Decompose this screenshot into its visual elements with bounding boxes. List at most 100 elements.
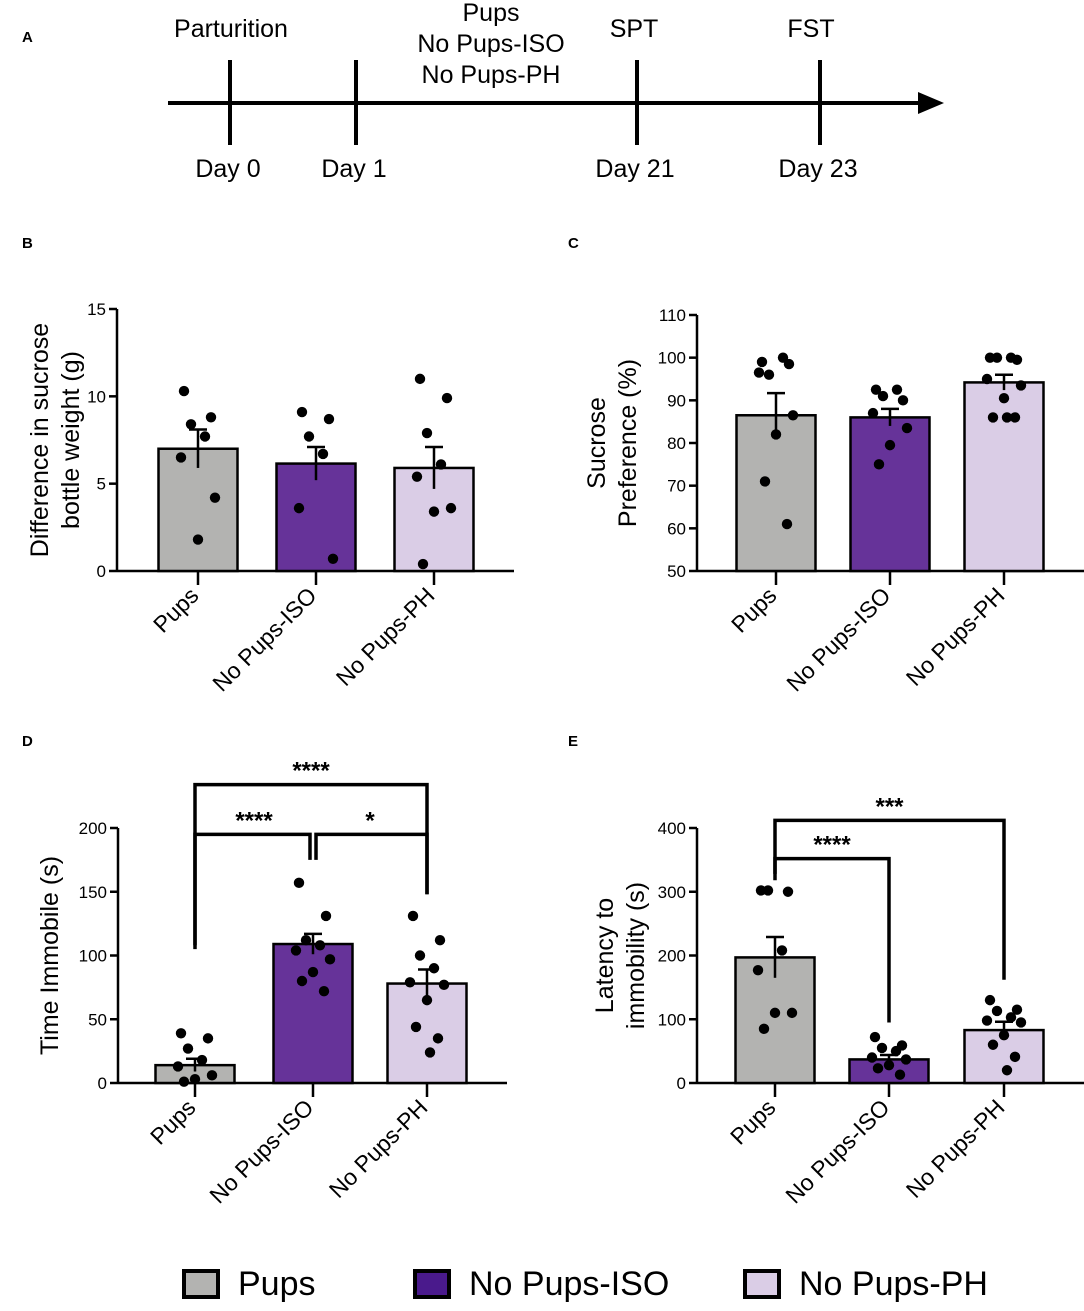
data-point-d-2 — [424, 1047, 436, 1058]
sig-label-d-1-2: * — [365, 807, 375, 834]
x-tick-label-e-2: No Pups-PH — [901, 1094, 1010, 1203]
y-tick-label-b: 10 — [87, 387, 106, 406]
data-point-e-1 — [883, 1059, 895, 1071]
data-point-d-2 — [414, 950, 426, 961]
data-point-d-0 — [202, 1033, 214, 1044]
data-point-d-2 — [404, 977, 416, 988]
sig-bracket-d-0-1 — [193, 832, 312, 950]
y-tick-label-c: 90 — [667, 391, 686, 410]
y-axis-label-b: bottle weight (g) — [57, 351, 85, 529]
data-point-c-1 — [897, 395, 909, 406]
x-tick-label-b-2: No Pups-PH — [331, 582, 440, 691]
data-point-e-0 — [758, 1023, 770, 1035]
data-point-e-0 — [762, 885, 774, 896]
data-point-c-0 — [770, 429, 782, 440]
legend-label-no-pups-ph: No Pups-PH — [799, 1265, 988, 1303]
data-point-e-2 — [998, 1029, 1010, 1041]
data-point-c-2 — [981, 373, 993, 385]
y-tick-label-c: 70 — [667, 477, 686, 496]
data-point-c-0 — [781, 518, 793, 530]
y-tick-label-e: 200 — [658, 947, 686, 966]
data-point-c-1 — [901, 422, 913, 434]
data-point-b-0 — [205, 412, 217, 423]
x-tick-label-e-1: No Pups-ISO — [780, 1094, 894, 1208]
legend-item-pups: Pups — [182, 1264, 316, 1304]
data-point-e-2 — [1009, 1051, 1021, 1063]
panel-label-e: E — [568, 733, 578, 750]
legend-swatch-pups — [182, 1269, 220, 1299]
y-tick-label-e: 0 — [677, 1074, 686, 1093]
timeline-day-2: Day 21 — [595, 155, 674, 183]
timeline-day-0: Day 0 — [195, 155, 260, 183]
data-point-b-2 — [421, 427, 433, 439]
data-point-d-2 — [438, 979, 450, 991]
data-point-c-2 — [998, 393, 1010, 404]
data-point-d-0 — [172, 1061, 184, 1072]
data-point-b-0 — [199, 431, 211, 442]
data-point-c-2 — [991, 352, 1003, 363]
data-point-d-1 — [293, 877, 305, 889]
y-axis-label-b: Difference in sucrose — [26, 323, 54, 557]
data-point-e-1 — [872, 1063, 884, 1074]
panel-label-b: B — [22, 235, 33, 252]
y-tick-label-e: 100 — [658, 1010, 686, 1029]
y-tick-label-e: 300 — [658, 883, 686, 902]
data-point-e-0 — [782, 886, 794, 897]
timeline-day-1: Day 1 — [321, 155, 386, 183]
data-point-d-1 — [300, 935, 312, 946]
x-tick-label-c-2: No Pups-PH — [901, 582, 1010, 691]
y-tick-label-d: 50 — [88, 1010, 107, 1029]
data-point-e-1 — [890, 1045, 902, 1057]
data-point-e-1 — [876, 1042, 888, 1054]
data-point-d-1 — [296, 975, 308, 987]
data-point-e-0 — [786, 1007, 798, 1019]
data-point-c-0 — [759, 476, 771, 487]
x-tick-label-e-0: Pups — [725, 1094, 780, 1149]
data-point-c-1 — [873, 459, 885, 470]
data-point-b-1 — [293, 502, 305, 514]
data-point-e-0 — [776, 945, 788, 956]
data-point-d-2 — [407, 910, 419, 922]
data-point-c-1 — [877, 390, 889, 402]
sig-label-e-0-1: **** — [813, 832, 851, 859]
data-point-c-0 — [756, 356, 768, 368]
data-point-b-2 — [441, 392, 453, 404]
data-point-b-0 — [185, 419, 197, 430]
timeline-arrowhead — [918, 92, 944, 114]
data-point-d-2 — [428, 963, 440, 974]
sig-bracket-d-0-2 — [193, 782, 429, 946]
data-point-d-2 — [432, 1033, 444, 1044]
data-point-e-2 — [984, 994, 996, 1006]
x-tick-label-b-0: Pups — [148, 582, 203, 637]
legend-item-no-pups-iso: No Pups-ISO — [413, 1264, 669, 1304]
legend-item-no-pups-ph: No Pups-PH — [743, 1264, 988, 1304]
data-point-b-2 — [428, 506, 440, 517]
sig-label-e-0-2: *** — [875, 793, 904, 820]
data-point-d-1 — [324, 954, 336, 965]
data-point-c-1 — [867, 407, 879, 419]
timeline-day-3: Day 23 — [778, 155, 857, 183]
data-point-b-2 — [417, 558, 429, 570]
data-point-d-0 — [175, 1028, 187, 1039]
data-point-b-0 — [209, 492, 221, 503]
data-point-e-0 — [752, 964, 764, 976]
data-point-e-2 — [1001, 1065, 1013, 1076]
sig-label-d-0-2: **** — [292, 758, 330, 785]
data-point-d-1 — [307, 966, 319, 978]
data-point-b-1 — [327, 553, 339, 564]
data-point-b-0 — [175, 452, 187, 463]
timeline-group-label-0: Pups — [463, 0, 520, 27]
data-point-b-2 — [411, 471, 423, 482]
data-point-d-0 — [196, 1054, 208, 1066]
data-point-d-1 — [314, 940, 326, 951]
data-point-c-2 — [1005, 352, 1017, 363]
y-tick-label-d: 200 — [79, 819, 107, 838]
data-point-e-2 — [991, 1005, 1003, 1017]
panel-label-d: D — [22, 733, 33, 750]
data-point-c-0 — [763, 369, 775, 380]
legend-swatch-no-pups-ph — [743, 1269, 781, 1299]
data-point-d-1 — [318, 986, 330, 997]
data-point-d-0 — [182, 1043, 194, 1054]
data-point-b-0 — [192, 534, 204, 545]
data-point-c-1 — [870, 384, 882, 395]
